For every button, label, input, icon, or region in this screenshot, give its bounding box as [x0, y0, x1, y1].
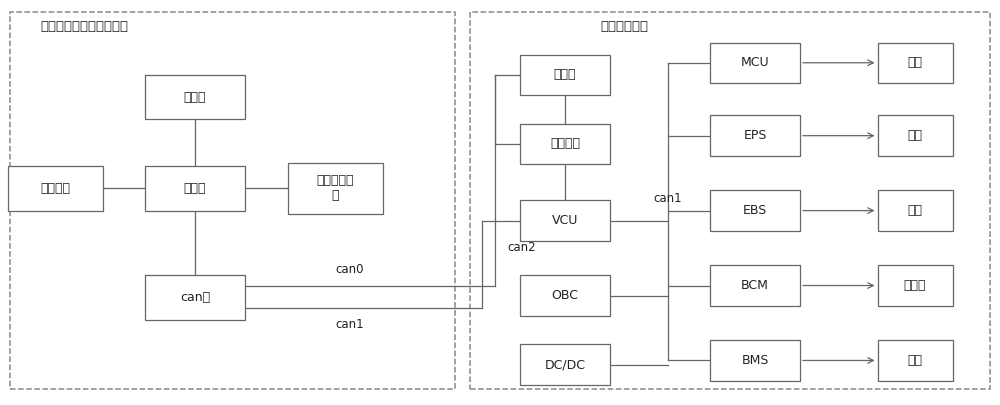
- Bar: [710, 190, 800, 231]
- Text: 马达: 马达: [908, 204, 922, 217]
- Text: 接收器: 接收器: [554, 68, 576, 81]
- Text: can1: can1: [336, 318, 364, 331]
- Bar: [520, 275, 610, 316]
- Bar: [878, 43, 953, 83]
- Text: 底盘线控总成: 底盘线控总成: [600, 20, 648, 33]
- Bar: [145, 166, 245, 211]
- Bar: [520, 344, 610, 385]
- Text: can卡: can卡: [180, 291, 210, 304]
- Text: can1: can1: [654, 192, 682, 205]
- Bar: [710, 115, 800, 156]
- Text: 遥控驾驶: 遥控驾驶: [550, 137, 580, 150]
- Text: OBC: OBC: [552, 289, 578, 302]
- Text: can0: can0: [336, 263, 364, 276]
- Text: 电池: 电池: [908, 354, 922, 367]
- Text: can2: can2: [507, 241, 536, 254]
- Text: 教学软件模
块: 教学软件模 块: [316, 174, 354, 202]
- Text: 原理展示及在线检测台架: 原理展示及在线检测台架: [40, 20, 128, 33]
- Text: EBS: EBS: [743, 204, 767, 217]
- Bar: [470, 12, 990, 389]
- Bar: [520, 124, 610, 164]
- Bar: [878, 115, 953, 156]
- Bar: [878, 265, 953, 306]
- Bar: [710, 265, 800, 306]
- Text: DC/DC: DC/DC: [544, 358, 586, 371]
- Text: 鼠标键盘: 鼠标键盘: [40, 182, 70, 195]
- Bar: [710, 340, 800, 381]
- Bar: [145, 275, 245, 320]
- Text: VCU: VCU: [552, 214, 578, 227]
- Text: 马达: 马达: [908, 56, 922, 69]
- Bar: [520, 200, 610, 241]
- Text: BCM: BCM: [741, 279, 769, 292]
- Bar: [520, 55, 610, 95]
- Bar: [145, 75, 245, 119]
- Text: BMS: BMS: [741, 354, 769, 367]
- Bar: [878, 340, 953, 381]
- Bar: [878, 190, 953, 231]
- Text: 马达: 马达: [908, 129, 922, 142]
- Text: 信号灯: 信号灯: [904, 279, 926, 292]
- Text: EPS: EPS: [743, 129, 767, 142]
- Bar: [288, 163, 383, 214]
- Bar: [710, 43, 800, 83]
- Text: 工控机: 工控机: [184, 182, 206, 195]
- Text: 显示器: 显示器: [184, 91, 206, 104]
- Bar: [10, 12, 455, 389]
- Text: MCU: MCU: [741, 56, 769, 69]
- Bar: [8, 166, 103, 211]
